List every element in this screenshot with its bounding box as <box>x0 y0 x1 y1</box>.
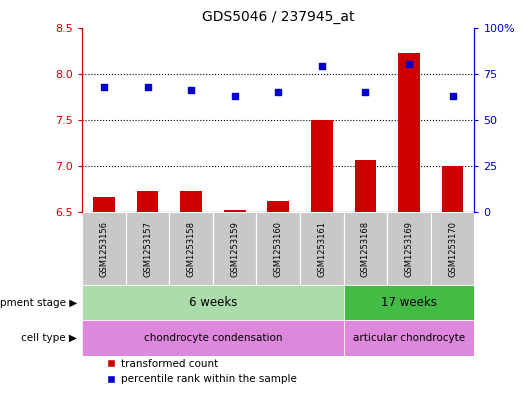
Bar <box>311 120 333 212</box>
Bar <box>213 212 257 285</box>
Text: GSM1253161: GSM1253161 <box>317 220 326 277</box>
Point <box>274 89 282 95</box>
Text: GSM1253159: GSM1253159 <box>230 220 239 277</box>
Bar <box>257 212 300 285</box>
Legend: transformed count, percentile rank within the sample: transformed count, percentile rank withi… <box>107 359 296 384</box>
Text: chondrocyte condensation: chondrocyte condensation <box>144 333 282 343</box>
Bar <box>441 166 463 212</box>
Bar <box>343 212 387 285</box>
Text: GSM1253169: GSM1253169 <box>404 220 413 277</box>
Text: 17 weeks: 17 weeks <box>381 296 437 309</box>
Bar <box>398 53 420 212</box>
Title: GDS5046 / 237945_at: GDS5046 / 237945_at <box>202 10 355 24</box>
Bar <box>224 210 245 212</box>
Bar <box>267 201 289 212</box>
Bar <box>355 160 376 212</box>
Text: articular chondrocyte: articular chondrocyte <box>353 333 465 343</box>
Bar <box>387 212 431 285</box>
Text: GSM1253157: GSM1253157 <box>143 220 152 277</box>
Point <box>405 61 413 68</box>
Text: GSM1253158: GSM1253158 <box>187 220 196 277</box>
Text: 6 weeks: 6 weeks <box>189 296 237 309</box>
Bar <box>93 196 115 212</box>
Text: development stage ▶: development stage ▶ <box>0 298 77 308</box>
Bar <box>82 285 343 320</box>
Point <box>317 63 326 70</box>
Bar <box>431 212 474 285</box>
Point <box>100 83 108 90</box>
Text: GSM1253170: GSM1253170 <box>448 220 457 277</box>
Bar <box>82 320 343 356</box>
Bar <box>137 191 158 212</box>
Text: GSM1253160: GSM1253160 <box>274 220 282 277</box>
Bar <box>126 212 169 285</box>
Bar <box>300 212 343 285</box>
Point <box>361 89 369 95</box>
Point <box>143 83 152 90</box>
Point <box>187 87 196 94</box>
Bar <box>169 212 213 285</box>
Point <box>231 93 239 99</box>
Bar <box>82 212 126 285</box>
Bar <box>343 320 474 356</box>
Point <box>448 93 457 99</box>
Bar <box>343 285 474 320</box>
Text: GSM1253156: GSM1253156 <box>100 220 109 277</box>
Bar <box>180 191 202 212</box>
Text: cell type ▶: cell type ▶ <box>21 333 77 343</box>
Text: GSM1253168: GSM1253168 <box>361 220 370 277</box>
